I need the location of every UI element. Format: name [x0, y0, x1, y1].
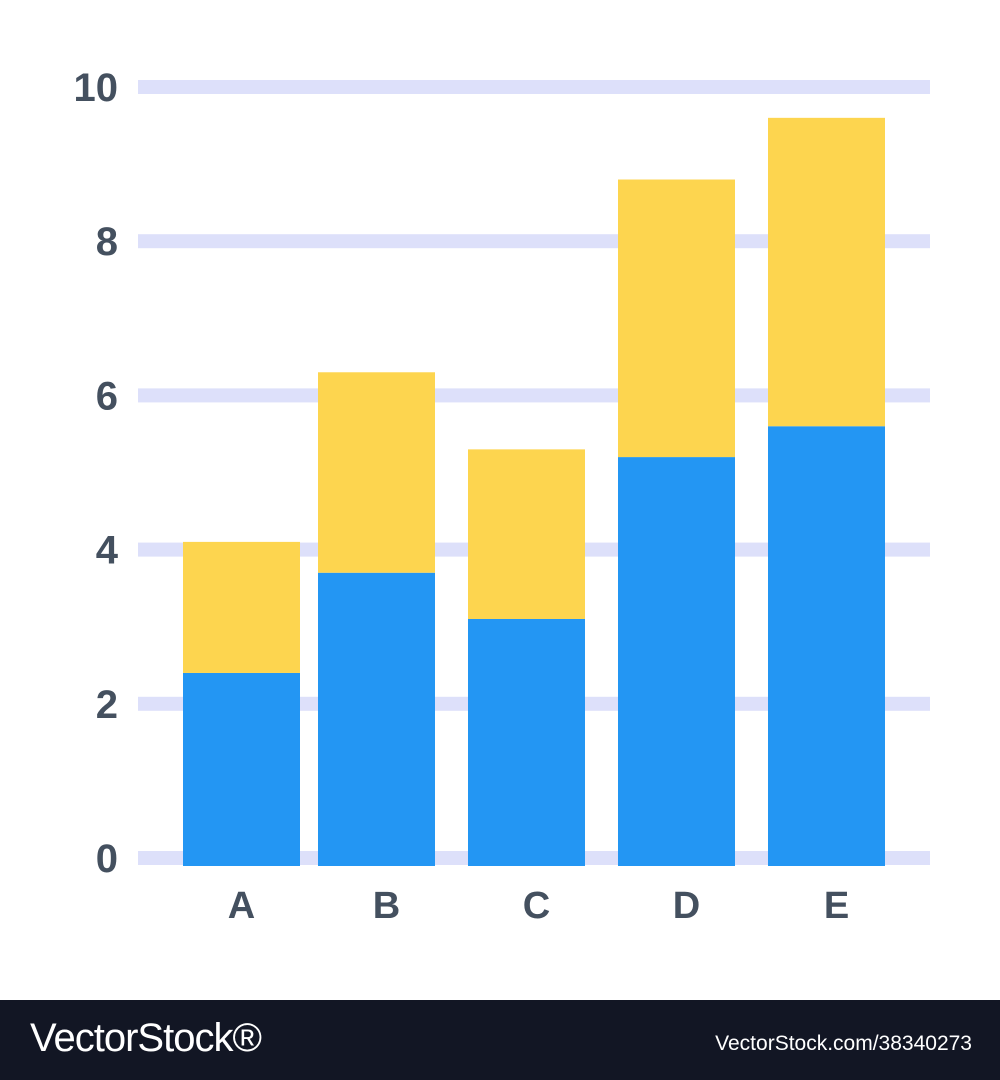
bar-segment-c-yellow: [468, 449, 585, 619]
x-category-label: E: [824, 885, 849, 927]
brand-logo: VectorStock®: [30, 1016, 262, 1060]
x-category-label: B: [373, 885, 400, 927]
bar-segment-b-blue: [318, 572, 435, 866]
y-tick-label: 4: [96, 529, 119, 573]
x-category-label: D: [673, 885, 700, 927]
bar-segment-a-yellow: [183, 541, 300, 673]
bar-segment-c-blue: [468, 618, 585, 866]
x-axis-categories: A B C D E: [228, 885, 849, 927]
y-tick-label: 8: [96, 220, 118, 264]
bar-segment-d-yellow: [618, 179, 735, 458]
bar-segment-a-blue: [183, 672, 300, 866]
bar-segment-b-yellow: [318, 372, 435, 573]
bars: [183, 117, 885, 866]
x-category-label: C: [523, 885, 550, 927]
bar-segment-e-blue: [768, 426, 885, 866]
gridline: [138, 80, 930, 94]
bar-segment-d-blue: [618, 457, 735, 866]
watermark-footer: VectorStock® VectorStock.com/38340273: [0, 1000, 1000, 1080]
image-id-text: VectorStock.com/38340273: [715, 1032, 972, 1055]
y-tick-label: 0: [96, 837, 118, 881]
chart-area: 0 2 4 6 8 10 A B C D E: [73, 66, 930, 927]
y-tick-label: 2: [96, 683, 118, 727]
x-category-label: A: [228, 885, 255, 927]
stacked-bar-chart: 0 2 4 6 8 10 A B C D E: [74, 66, 930, 927]
y-tick-label: 10: [74, 66, 119, 110]
bar-segment-e-yellow: [768, 117, 885, 427]
y-tick-label: 6: [96, 374, 118, 418]
y-axis-ticks: 0 2 4 6 8 10: [74, 66, 119, 881]
